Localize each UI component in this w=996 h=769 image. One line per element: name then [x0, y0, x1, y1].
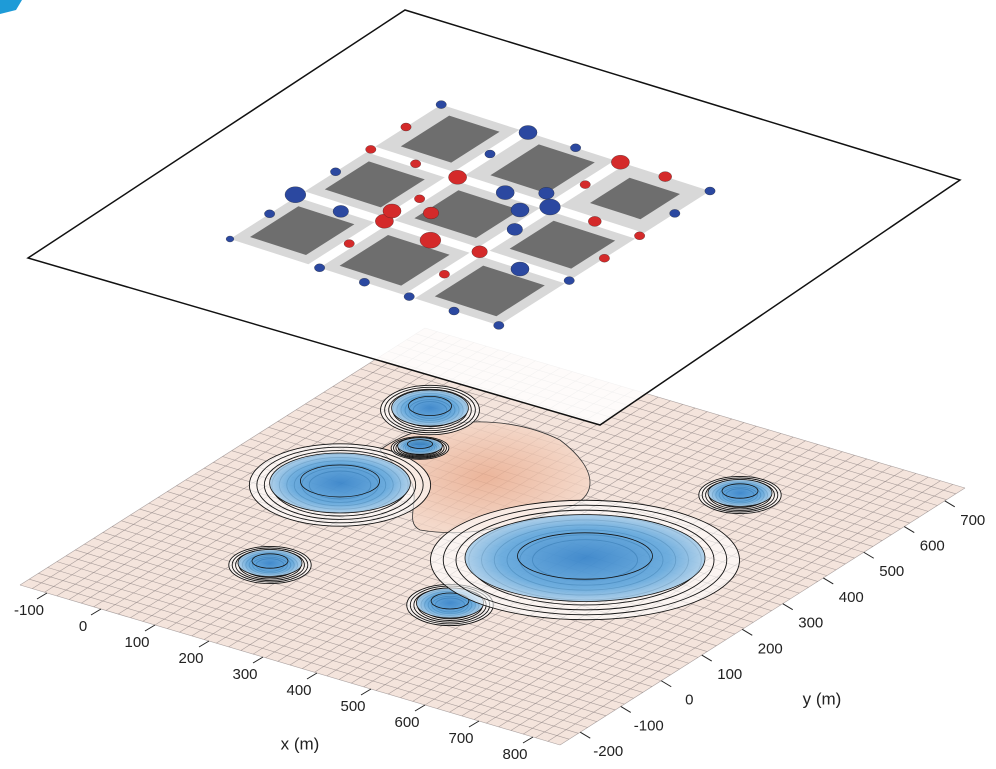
x-tick — [307, 673, 317, 679]
y-tick-label: 0 — [685, 692, 693, 709]
node — [570, 144, 580, 152]
y-tick — [945, 501, 955, 507]
x-tick — [37, 593, 47, 599]
y-tick — [864, 552, 874, 558]
x-tick-label: 300 — [232, 666, 257, 683]
node — [314, 264, 324, 272]
node — [659, 172, 672, 182]
node — [366, 145, 376, 153]
node — [264, 210, 274, 218]
y-tick-label: -200 — [593, 743, 623, 760]
node — [226, 236, 234, 242]
y-tick — [580, 732, 590, 738]
y-tick-label: 700 — [960, 512, 985, 529]
node — [599, 254, 609, 262]
contour-core — [465, 515, 705, 602]
x-tick — [523, 737, 533, 743]
y-tick — [783, 604, 793, 610]
node — [472, 246, 488, 258]
node — [383, 204, 401, 218]
x-tick — [145, 625, 155, 631]
node — [330, 168, 340, 176]
x-tick-label: 200 — [178, 650, 203, 667]
node — [670, 209, 680, 217]
y-tick — [661, 681, 671, 687]
node — [511, 262, 529, 276]
x-tick-label: 400 — [286, 682, 311, 699]
chart: -100 0 100 200 300 400 500 600 700 800 -200 -100 0 10… — [0, 0, 996, 769]
y-tick-label: 300 — [798, 615, 823, 632]
node — [404, 293, 414, 301]
node — [511, 203, 529, 217]
node — [507, 223, 523, 235]
node — [494, 321, 504, 329]
x-tick — [253, 657, 263, 663]
y-tick — [742, 629, 752, 635]
contour-core — [392, 390, 469, 426]
node — [285, 187, 306, 203]
x-tick — [361, 689, 371, 695]
node — [414, 195, 424, 203]
y-tick-label: 400 — [839, 589, 864, 606]
y-tick-label: 100 — [717, 666, 742, 683]
x-tick-label: 700 — [448, 730, 473, 747]
y-tick — [823, 578, 833, 584]
node — [588, 216, 601, 226]
x-tick-label: 600 — [394, 714, 419, 731]
node — [410, 160, 420, 168]
x-tick — [91, 609, 101, 615]
x-tick-label: 0 — [79, 618, 87, 635]
x-tick-label: 800 — [502, 746, 527, 763]
node — [485, 150, 495, 158]
node — [449, 307, 459, 315]
corner-mark — [0, 0, 22, 14]
y-axis-label: y (m) — [803, 689, 842, 708]
y-tick-label: 200 — [758, 640, 783, 657]
x-tick-label: 500 — [340, 698, 365, 715]
node — [611, 155, 629, 169]
node — [540, 199, 561, 215]
node — [564, 277, 574, 285]
y-tick-label: 500 — [879, 563, 904, 580]
node — [449, 170, 467, 184]
x-tick — [469, 721, 479, 727]
contour-core — [270, 453, 411, 513]
node — [401, 123, 411, 131]
x-tick-label: -100 — [14, 602, 44, 619]
node — [333, 205, 349, 217]
node — [420, 232, 441, 248]
node — [439, 270, 449, 278]
node — [705, 187, 715, 195]
node — [496, 186, 514, 200]
node — [423, 207, 439, 219]
x-axis-label: x (m) — [281, 734, 320, 753]
node — [580, 181, 590, 189]
x-tick-label: 100 — [124, 634, 149, 651]
node — [359, 278, 369, 286]
x-tick — [415, 705, 425, 711]
node — [344, 240, 354, 248]
node — [436, 101, 446, 109]
contour-core — [398, 438, 443, 455]
y-tick — [702, 655, 712, 661]
y-tick — [904, 527, 914, 533]
y-tick — [621, 706, 631, 712]
node — [519, 126, 537, 140]
node — [539, 187, 555, 199]
y-tick-label: 600 — [920, 538, 945, 555]
node — [634, 232, 644, 240]
x-tick — [199, 641, 209, 647]
y-tick-label: -100 — [634, 717, 664, 734]
